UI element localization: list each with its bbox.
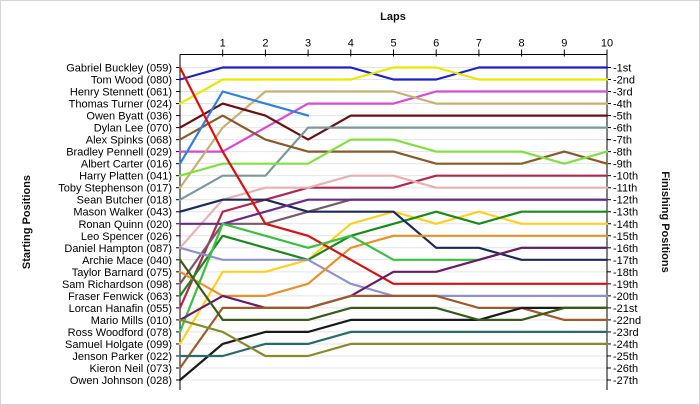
finish-position-label: -10th — [613, 171, 638, 183]
finish-position-label: -20th — [613, 291, 638, 303]
driver-line — [178, 306, 609, 382]
start-position-label: Samuel Holgate (099) — [65, 339, 172, 351]
finish-position-label: -14th — [613, 219, 638, 231]
driver-line — [178, 222, 609, 333]
start-position-label: Ronan Quinn (020) — [78, 219, 172, 231]
x-tick-label: 9 — [561, 38, 567, 50]
start-position-label: Sean Butcher (018) — [77, 195, 172, 207]
driver-line — [178, 126, 609, 201]
start-position-label: Tom Wood (080) — [91, 75, 172, 87]
start-position-label: Bradley Pennell (029) — [66, 147, 172, 159]
start-position-label: Mason Walker (043) — [73, 207, 172, 219]
driver-line — [178, 246, 609, 321]
finish-position-label: -13th — [613, 207, 638, 219]
start-position-label: Leo Spencer (026) — [81, 231, 172, 243]
driver-line — [178, 294, 609, 370]
start-position-label: Thomas Turner (024) — [69, 99, 172, 111]
driver-line — [178, 318, 609, 358]
driver-line — [178, 90, 310, 165]
start-position-label: Gabriel Buckley (059) — [66, 63, 172, 75]
driver-line — [178, 234, 609, 297]
driver-line — [178, 90, 609, 189]
y-axis-label-left: Starting Positions — [21, 174, 33, 270]
driver-line — [178, 174, 609, 249]
start-position-label: Ross Woodford (078) — [68, 327, 172, 339]
start-position-label: Dylan Lee (070) — [94, 123, 172, 135]
finish-position-label: -6th — [613, 123, 632, 135]
finish-position-label: -27th — [613, 375, 638, 387]
driver-line — [178, 102, 609, 141]
finish-position-label: -9th — [613, 159, 632, 171]
start-position-label: Mario Mills (010) — [91, 315, 172, 327]
start-position-label: Jenson Parker (022) — [72, 351, 172, 363]
finish-position-label: -4th — [613, 99, 632, 111]
y-axis-label-right: Finishing Positions — [659, 171, 671, 273]
finish-position-label: -7th — [613, 135, 632, 147]
x-tick-label: 1 — [220, 38, 226, 50]
driver-line — [178, 174, 609, 309]
finish-position-label: -23rd — [613, 327, 639, 339]
finish-position-label: -5th — [613, 111, 632, 123]
finish-position-label: -1st — [613, 63, 631, 75]
driver-line — [178, 66, 609, 81]
start-position-label: Alex Spinks (068) — [86, 135, 172, 147]
finish-position-label: -21st — [613, 303, 637, 315]
x-tick-label: 4 — [348, 38, 354, 50]
driver-line — [178, 114, 609, 165]
driver-line — [178, 258, 609, 321]
finish-position-label: -16th — [613, 243, 638, 255]
finish-position-label: -22nd — [613, 315, 641, 327]
finish-position-label: -15th — [613, 231, 638, 243]
start-position-label: Toby Stephenson (017) — [58, 183, 172, 195]
x-tick-label: 6 — [433, 38, 439, 50]
finish-position-label: -8th — [613, 147, 632, 159]
start-position-label: Daniel Hampton (087) — [64, 243, 172, 255]
start-position-label: Albert Carter (016) — [81, 159, 172, 171]
driver-line — [178, 66, 609, 105]
chart-title: Laps — [380, 11, 406, 23]
start-position-label: Lorcan Hanafin (055) — [69, 303, 172, 315]
x-tick-label: 2 — [262, 38, 268, 50]
finish-position-label: -17th — [613, 255, 638, 267]
driver-line — [178, 198, 609, 225]
start-position-label: Fraser Fenwick (063) — [68, 291, 172, 303]
finish-position-label: -12th — [613, 195, 638, 207]
finish-position-label: -25th — [613, 351, 638, 363]
finish-position-label: -19th — [613, 279, 638, 291]
start-position-label: Henry Stennett (061) — [70, 87, 172, 99]
finish-position-label: -24th — [613, 339, 638, 351]
start-position-label: Sam Richardson (098) — [62, 279, 172, 291]
x-tick-label: 7 — [476, 38, 482, 50]
driver-line — [178, 138, 609, 177]
driver-line — [178, 66, 609, 285]
driver-line — [178, 210, 609, 297]
x-tick-label: 8 — [519, 38, 525, 50]
start-position-label: Owen Byatt (036) — [86, 111, 172, 123]
x-tick-label: 3 — [305, 38, 311, 50]
finish-position-label: -3rd — [613, 87, 633, 99]
start-position-label: Taylor Barnard (075) — [72, 267, 172, 279]
driver-line — [178, 90, 609, 153]
finish-position-label: -11th — [613, 183, 637, 195]
start-position-label: Kieron Neil (073) — [89, 363, 172, 375]
x-tick-label: 10 — [601, 38, 613, 50]
start-position-label: Harry Platten (041) — [79, 171, 172, 183]
finish-position-label: -26th — [613, 363, 638, 375]
driver-line — [178, 210, 609, 345]
x-tick-label: 5 — [390, 38, 396, 50]
finish-position-label: -18th — [613, 267, 638, 279]
finish-position-label: -2nd — [613, 75, 635, 87]
start-position-label: Archie Mace (040) — [82, 255, 172, 267]
start-position-label: Owen Johnson (028) — [70, 375, 172, 387]
